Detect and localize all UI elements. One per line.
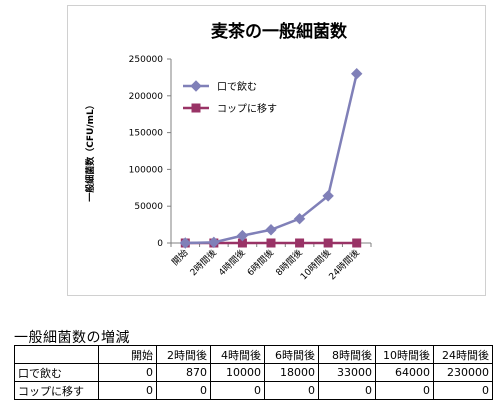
table-cell: 230000 xyxy=(433,363,493,382)
table-header-row: 開始 2時間後 4時間後 6時間後 8時間後 10時間後 24時間後 xyxy=(14,345,493,364)
x-tick-label: 2時間後 xyxy=(187,247,219,279)
y-tick-label: 100000 xyxy=(129,165,164,175)
column-header: 24時間後 xyxy=(433,345,493,364)
table-cell: 64000 xyxy=(375,363,434,382)
table-cell: 870 xyxy=(156,363,211,382)
table-cell: 0 xyxy=(264,381,319,400)
table-cell: 0 xyxy=(98,363,157,382)
table-row: 口で飲む 0 870 10000 18000 33000 64000 23000… xyxy=(14,363,493,382)
chart-title: 麦茶の一般細菌数 xyxy=(211,21,348,42)
legend-label-0: 口で飲む xyxy=(217,80,257,93)
data-point-1 xyxy=(323,238,333,248)
y-axis-label: 一般細菌数（CFU/mL） xyxy=(84,100,96,201)
y-tick-label: 0 xyxy=(157,239,163,249)
column-header: 6時間後 xyxy=(264,345,319,364)
column-header: 8時間後 xyxy=(318,345,376,364)
table-caption: 一般細菌数の増減 xyxy=(14,330,130,346)
table-cell: 0 xyxy=(98,381,157,400)
column-header: 開始 xyxy=(98,345,157,364)
legend-marker-0 xyxy=(190,80,202,92)
y-tick-label: 250000 xyxy=(129,55,164,65)
data-point-0 xyxy=(208,236,220,249)
data-point-0 xyxy=(322,190,334,202)
row-label: コップに移す xyxy=(14,381,99,400)
series-line-0 xyxy=(185,73,358,245)
data-point-0 xyxy=(236,229,249,242)
row-label: 口で飲む xyxy=(14,363,99,382)
column-header: 4時間後 xyxy=(210,345,265,364)
table-cell: 33000 xyxy=(318,363,376,382)
data-point-1 xyxy=(295,238,305,248)
column-header: 10時間後 xyxy=(375,345,434,364)
table-cell: 0 xyxy=(156,381,211,400)
data-point-0 xyxy=(179,237,191,249)
column-header: 2時間後 xyxy=(156,345,211,364)
table-cell: 0 xyxy=(318,381,376,400)
legend-marker-1 xyxy=(191,103,201,113)
data-table: 開始 2時間後 4時間後 6時間後 8時間後 10時間後 24時間後 口で飲む … xyxy=(14,345,493,400)
data-point-0 xyxy=(351,68,363,80)
data-point-1 xyxy=(352,238,362,248)
y-tick-label: 50000 xyxy=(134,202,163,212)
x-tick-label: 開始 xyxy=(169,247,190,268)
table-row: コップに移す 0 0 0 0 0 0 0 xyxy=(14,381,493,400)
table-cell: 10000 xyxy=(210,363,265,382)
x-tick-label: 24時間後 xyxy=(326,247,362,283)
table-cell: 0 xyxy=(210,381,265,400)
table-corner-cell xyxy=(14,345,99,364)
data-point-0 xyxy=(265,224,277,236)
table-cell: 18000 xyxy=(264,363,319,382)
data-point-0 xyxy=(293,213,306,225)
chart-frame: 麦茶の一般細菌数一般細菌数（CFU/mL） 0 50000 100000 150000 2… xyxy=(67,5,486,296)
data-point-1 xyxy=(266,238,276,248)
x-tick-label: 4時間後 xyxy=(216,247,248,279)
y-tick-label: 150000 xyxy=(129,129,164,139)
table-cell: 0 xyxy=(375,381,434,400)
legend-label-1: コップに移す xyxy=(217,102,277,115)
y-tick-label: 200000 xyxy=(129,92,164,102)
table-cell: 0 xyxy=(433,381,493,400)
x-tick-label: 6時間後 xyxy=(244,247,276,279)
